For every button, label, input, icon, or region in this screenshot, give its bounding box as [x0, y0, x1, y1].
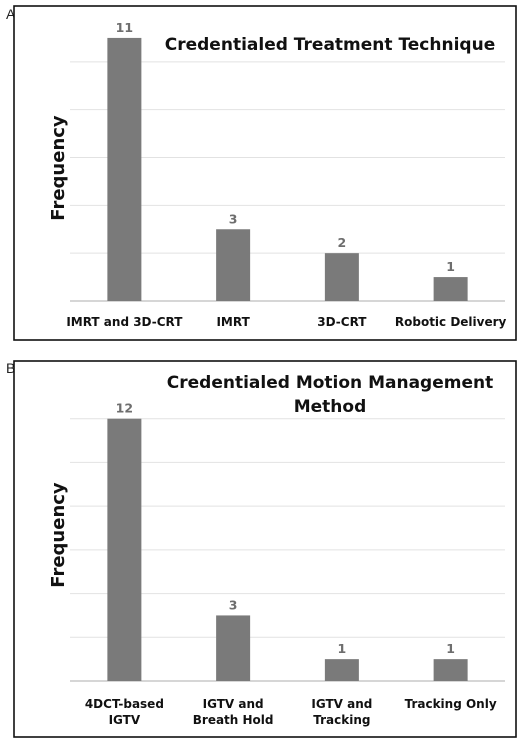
category-label: IMRT [216, 315, 250, 329]
category-label: 4DCT-based IGTV [85, 697, 164, 727]
bar-value-label: 12 [116, 401, 133, 416]
y-axis-label: Frequency [48, 115, 69, 221]
chart-frame [13, 360, 517, 738]
bar [216, 615, 251, 681]
panel-b-letter: B [6, 360, 16, 376]
bar-value-label: 1 [446, 259, 455, 274]
bar-value-label: 1 [446, 641, 455, 656]
y-axis-label: Frequency [48, 482, 69, 588]
category-label: IGTV and Tracking [311, 697, 372, 727]
bar [216, 229, 251, 301]
panel-a-letter: A [6, 6, 16, 22]
bar [107, 37, 142, 302]
category-label: 3D-CRT [317, 315, 367, 329]
category-label: IMRT and 3D-CRT [66, 315, 183, 329]
bar [324, 659, 359, 681]
category-label: Robotic Delivery [395, 315, 507, 329]
bar-value-label: 3 [229, 597, 238, 612]
chart-a: Credentialed Treatment Technique Frequenc… [13, 5, 517, 341]
bar [107, 418, 142, 681]
category-label: Tracking Only [405, 697, 497, 711]
chart-title: Credentialed Motion Management Method [167, 373, 493, 417]
bar [324, 253, 359, 301]
category-label: IGTV and Breath Hold [193, 697, 274, 727]
chart-b: Credentialed Motion Management Method Freq… [13, 360, 517, 738]
bar-value-label: 1 [338, 641, 347, 656]
bar [433, 659, 468, 681]
bar-value-label: 2 [338, 235, 347, 250]
bar-value-label: 3 [229, 211, 238, 226]
chart-title: Credentialed Treatment Technique [165, 35, 495, 55]
bar [433, 277, 468, 301]
bar-value-label: 11 [116, 20, 133, 35]
